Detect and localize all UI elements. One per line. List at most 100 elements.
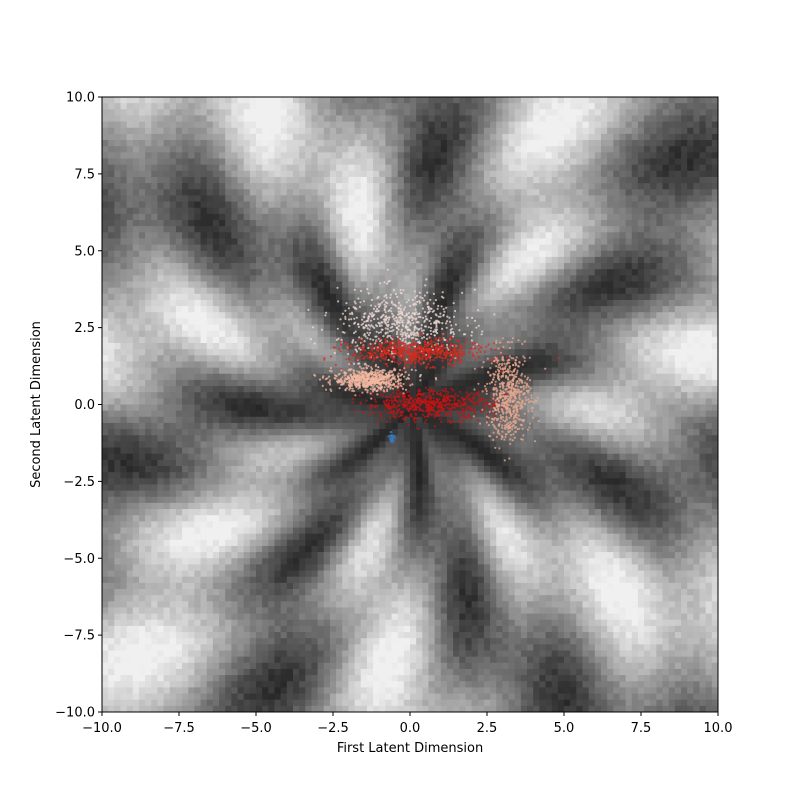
scatter-point <box>429 307 432 310</box>
scatter-point <box>387 358 390 362</box>
scatter-point <box>426 302 429 305</box>
scatter-point <box>372 360 375 363</box>
scatter-point <box>415 353 418 356</box>
scatter-point <box>501 416 505 419</box>
scatter-point <box>396 361 399 364</box>
scatter-point <box>427 353 430 356</box>
scatter-point <box>405 388 408 391</box>
scatter-point <box>442 366 445 369</box>
scatter-point <box>369 357 372 360</box>
scatter-point <box>413 302 416 305</box>
scatter-point <box>445 354 448 357</box>
scatter-point <box>493 313 496 316</box>
scatter-point <box>497 372 500 375</box>
scatter-point <box>470 347 474 350</box>
scatter-point <box>423 355 426 358</box>
scatter-point <box>338 372 341 376</box>
scatter-point <box>500 437 503 440</box>
scatter-point <box>502 419 505 422</box>
scatter-point <box>415 331 419 334</box>
scatter-point <box>537 420 540 423</box>
scatter-point <box>407 350 410 353</box>
scatter-point <box>424 315 427 318</box>
scatter-point <box>407 394 410 397</box>
scatter-point <box>341 380 344 383</box>
scatter-point <box>417 392 420 396</box>
scatter-point <box>407 359 410 362</box>
scatter-point <box>502 337 505 340</box>
scatter-point <box>521 400 524 403</box>
scatter-point <box>528 422 532 425</box>
scatter-point <box>427 326 430 329</box>
scatter-point <box>458 329 461 332</box>
scatter-point <box>399 382 402 385</box>
scatter-point <box>520 438 523 441</box>
scatter-point <box>350 382 353 385</box>
scatter-point <box>428 389 431 392</box>
scatter-point <box>473 342 477 345</box>
scatter-point <box>385 395 388 398</box>
scatter-point <box>353 307 357 310</box>
scatter-point <box>354 346 357 349</box>
scatter-point <box>437 304 440 307</box>
scatter-point <box>352 371 355 375</box>
scatter-point <box>386 331 389 334</box>
scatter-point <box>434 344 437 347</box>
scatter-point <box>482 361 485 364</box>
scatter-point <box>385 372 388 375</box>
scatter-point <box>450 413 453 416</box>
scatter-point <box>396 322 399 325</box>
scatter-point <box>419 315 422 319</box>
scatter-point <box>502 381 505 385</box>
scatter-point <box>342 382 345 386</box>
scatter-point <box>504 366 507 370</box>
scatter-point <box>503 404 506 407</box>
scatter-point <box>508 365 511 368</box>
scatter-point <box>474 358 477 361</box>
scatter-point <box>477 348 481 351</box>
scatter-point <box>514 403 517 406</box>
scatter-point <box>510 373 513 376</box>
scatter-point <box>388 416 391 419</box>
scatter-point <box>477 394 480 397</box>
scatter-point <box>511 439 514 442</box>
scatter-point <box>307 308 310 311</box>
scatter-point <box>485 398 488 401</box>
scatter-point <box>490 405 493 408</box>
scatter-point <box>410 368 413 371</box>
scatter-point <box>437 339 440 342</box>
scatter-point <box>444 387 447 390</box>
scatter-point <box>505 433 508 436</box>
scatter-point <box>325 311 328 314</box>
scatter-point <box>321 376 324 379</box>
scatter-point <box>497 366 500 369</box>
scatter-point <box>402 346 405 349</box>
scatter-point <box>419 375 422 378</box>
scatter-point <box>530 394 533 397</box>
scatter-point <box>409 322 412 325</box>
scatter-point <box>495 365 498 368</box>
scatter-point <box>351 401 354 404</box>
scatter-point <box>422 410 425 413</box>
scatter-point <box>309 338 313 341</box>
scatter-point <box>501 372 505 375</box>
scatter-point <box>400 330 403 333</box>
scatter-point <box>434 347 437 350</box>
scatter-point <box>454 392 457 396</box>
scatter-point <box>421 337 424 340</box>
scatter-point <box>430 354 433 357</box>
scatter-point <box>418 301 421 304</box>
scatter-point <box>429 359 432 363</box>
scatter-point <box>415 356 418 359</box>
scatter-point <box>393 342 396 345</box>
scatter-point <box>507 391 511 394</box>
scatter-point <box>397 409 400 412</box>
scatter-point <box>387 404 390 407</box>
scatter-point <box>444 413 447 416</box>
scatter-point <box>357 362 360 365</box>
scatter-point <box>402 325 405 328</box>
scatter-point <box>393 403 396 406</box>
scatter-point <box>367 375 370 378</box>
scatter-point <box>391 356 395 360</box>
latent-background-map <box>102 97 718 712</box>
